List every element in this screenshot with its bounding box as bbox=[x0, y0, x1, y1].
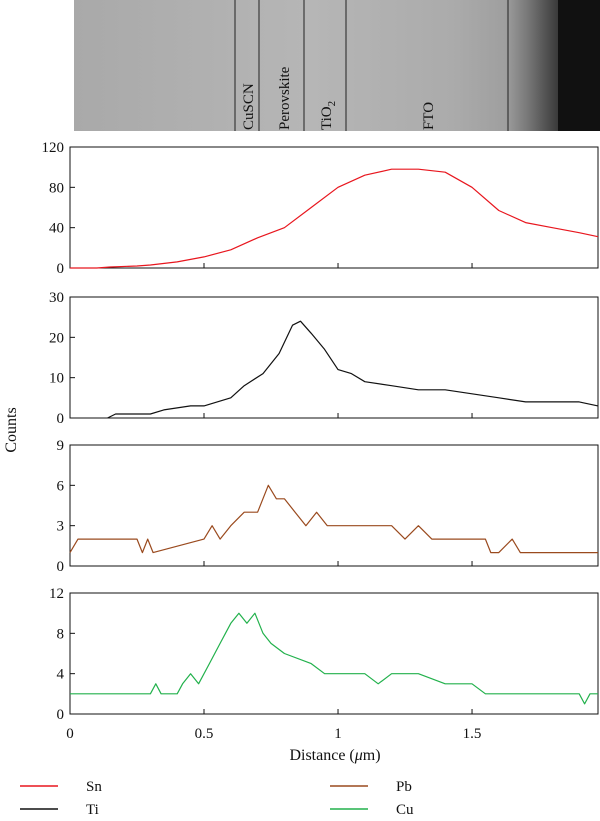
micrograph-background bbox=[74, 0, 600, 131]
x-axis-title: Distance (μm) bbox=[289, 747, 380, 764]
x-tick-label-3: 1.5 bbox=[463, 726, 482, 742]
panel-pb: 0 3 6 9 bbox=[57, 438, 599, 575]
y-tick-label-sn-3: 120 bbox=[42, 140, 65, 156]
panel-frame-cu bbox=[69, 592, 599, 715]
x-tick-label-0: 0 bbox=[66, 726, 74, 742]
legend: Sn Ti Pb Cu bbox=[20, 779, 414, 818]
layer-label-fto: FTO bbox=[421, 102, 437, 130]
y-tick-label-sn-1: 40 bbox=[49, 221, 64, 237]
y-tick-label-pb-0: 0 bbox=[57, 559, 65, 575]
panel-frame-sn bbox=[69, 146, 599, 269]
series-line-sn bbox=[70, 168, 599, 269]
y-tick-label-cu-1: 4 bbox=[57, 667, 65, 683]
panel-frame-pb bbox=[69, 444, 599, 567]
micrograph-dark-region bbox=[558, 0, 600, 131]
x-tick-label-2: 1 bbox=[334, 726, 342, 742]
series-line-ti bbox=[107, 320, 599, 419]
series-line-pb bbox=[69, 484, 598, 554]
y-tick-label-ti-3: 30 bbox=[49, 290, 64, 306]
x-axis-title-mu: μ bbox=[354, 747, 363, 764]
x-tick-label-1: 0.5 bbox=[195, 726, 214, 742]
legend-label-pb: Pb bbox=[396, 779, 412, 795]
y-tick-label-cu-2: 8 bbox=[57, 626, 65, 642]
layer-label-tio2: TiO2 bbox=[319, 101, 338, 130]
y-tick-label-pb-1: 3 bbox=[57, 519, 65, 535]
layer-label-tio2-base: TiO bbox=[319, 106, 335, 130]
y-tick-label-pb-2: 6 bbox=[57, 478, 65, 494]
y-tick-label-ti-0: 0 bbox=[57, 411, 65, 427]
series-line-cu bbox=[70, 612, 598, 705]
legend-label-cu: Cu bbox=[396, 802, 414, 818]
y-tick-label-cu-3: 12 bbox=[49, 586, 64, 602]
layer-label-cuscn: CuSCN bbox=[241, 83, 257, 130]
panel-frame-ti bbox=[69, 296, 599, 419]
y-tick-label-pb-3: 9 bbox=[57, 438, 65, 454]
x-axis-title-text: Distance ( bbox=[289, 747, 354, 764]
y-tick-label-ti-1: 10 bbox=[49, 371, 64, 387]
y-tick-label-ti-2: 20 bbox=[49, 330, 64, 346]
panel-sn: 0 40 80 120 bbox=[42, 140, 599, 277]
x-axis-title-suffix: m) bbox=[363, 747, 381, 764]
y-tick-label-cu-0: 0 bbox=[57, 707, 65, 723]
panel-cu: 0 4 8 12 bbox=[49, 586, 599, 723]
legend-label-ti: Ti bbox=[86, 802, 99, 818]
legend-label-sn: Sn bbox=[86, 779, 102, 795]
micrograph-strip: CuSCN Perovskite TiO2 FTO bbox=[74, 0, 600, 131]
y-axis-title: Counts bbox=[3, 407, 20, 452]
panel-ti: 0 10 20 30 bbox=[49, 290, 599, 427]
layer-label-perovskite: Perovskite bbox=[277, 66, 293, 130]
layer-label-tio2-subscript: 2 bbox=[326, 101, 338, 107]
y-tick-label-sn-2: 80 bbox=[49, 180, 64, 196]
y-tick-label-sn-0: 0 bbox=[57, 261, 65, 277]
